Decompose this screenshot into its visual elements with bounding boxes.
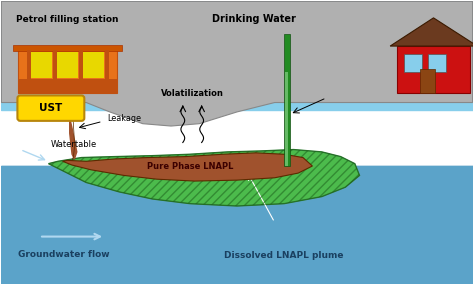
Text: Drinking Water: Drinking Water	[211, 14, 295, 24]
Bar	[404, 54, 422, 72]
Bar	[1, 166, 473, 284]
Polygon shape	[390, 18, 474, 46]
Text: Volatilization: Volatilization	[161, 89, 224, 97]
Bar	[57, 52, 78, 78]
Text: Dissolved LNAPL plume: Dissolved LNAPL plume	[224, 251, 344, 260]
Bar	[1, 1, 473, 109]
Bar	[31, 52, 52, 78]
Text: Leakage: Leakage	[108, 113, 141, 123]
Polygon shape	[48, 150, 359, 206]
Polygon shape	[7, 145, 18, 156]
Bar	[53, 50, 57, 79]
Bar	[18, 79, 117, 93]
Text: Watertable: Watertable	[51, 140, 97, 149]
Bar	[27, 50, 31, 79]
Polygon shape	[70, 118, 77, 159]
Bar	[83, 52, 104, 78]
Bar	[1, 166, 473, 284]
Bar	[13, 45, 121, 51]
FancyBboxPatch shape	[18, 95, 84, 121]
Text: Petrol filling station: Petrol filling station	[16, 15, 118, 24]
Text: Groundwater flow: Groundwater flow	[18, 250, 109, 259]
Bar	[79, 50, 83, 79]
Bar	[397, 46, 470, 93]
Polygon shape	[63, 153, 312, 181]
Text: Pure Phase LNAPL: Pure Phase LNAPL	[146, 162, 233, 172]
Polygon shape	[1, 1, 473, 126]
Bar	[420, 69, 435, 93]
Bar	[428, 54, 446, 72]
Text: UST: UST	[39, 103, 63, 113]
Bar	[284, 72, 288, 166]
Bar	[284, 34, 290, 166]
Bar	[18, 46, 117, 93]
Bar	[105, 50, 109, 79]
